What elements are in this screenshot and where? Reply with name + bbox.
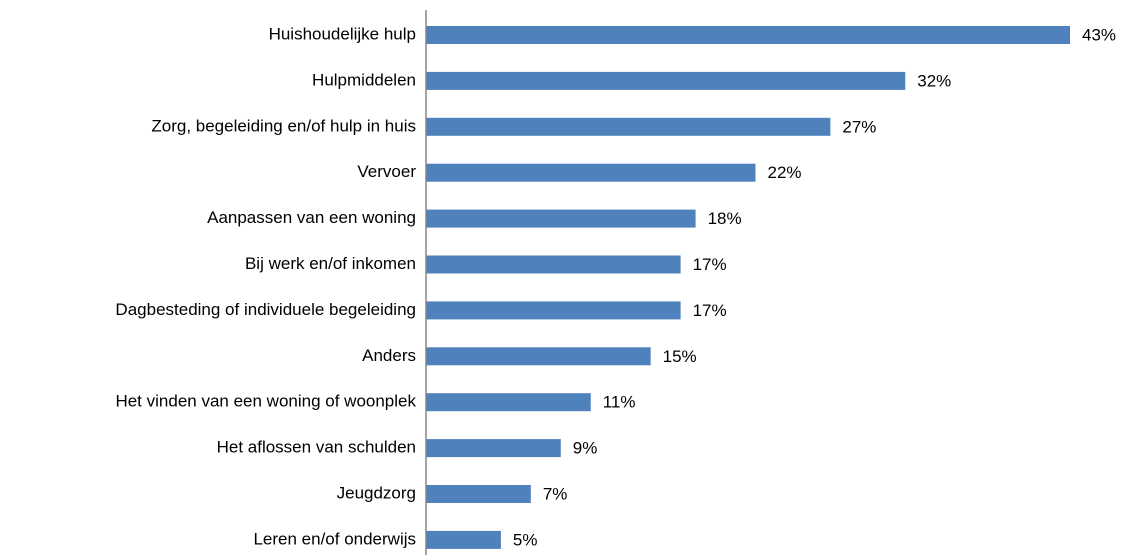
category-label: Zorg, begeleiding en/of hulp in huis <box>151 116 416 135</box>
category-label: Hulpmiddelen <box>312 70 416 89</box>
value-label: 17% <box>693 255 727 274</box>
value-label: 15% <box>663 347 697 366</box>
category-label: Aanpassen van een woning <box>207 208 416 227</box>
value-label: 5% <box>513 530 538 549</box>
bar <box>426 439 561 458</box>
category-label: Dagbesteding of individuele begeleiding <box>115 300 416 319</box>
value-label: 11% <box>603 393 636 412</box>
bar <box>426 347 651 366</box>
category-label: Het aflossen van schulden <box>217 438 416 457</box>
value-label: 32% <box>917 71 951 90</box>
category-label: Jeugdzorg <box>337 483 416 502</box>
bar <box>426 301 681 320</box>
value-label: 22% <box>767 163 801 182</box>
category-label: Vervoer <box>357 162 416 181</box>
value-label: 9% <box>573 439 598 458</box>
category-label: Bij werk en/of inkomen <box>245 254 416 273</box>
bar <box>426 393 591 412</box>
bar <box>426 485 531 503</box>
value-label: 43% <box>1082 25 1116 44</box>
bar <box>426 163 756 182</box>
category-label: Anders <box>362 346 416 365</box>
bar <box>426 26 1070 44</box>
value-label: 17% <box>693 301 727 320</box>
value-label: 18% <box>708 209 742 228</box>
category-label: Huishoudelijke hulp <box>269 24 416 43</box>
bar <box>426 530 501 549</box>
bar <box>426 117 831 136</box>
bar <box>426 209 696 228</box>
category-label: Leren en/of onderwijs <box>253 529 416 548</box>
bar <box>426 71 906 90</box>
bar <box>426 255 681 274</box>
value-label: 7% <box>543 484 568 503</box>
value-label: 27% <box>842 117 876 136</box>
category-label: Het vinden van een woning of woonplek <box>115 392 416 411</box>
